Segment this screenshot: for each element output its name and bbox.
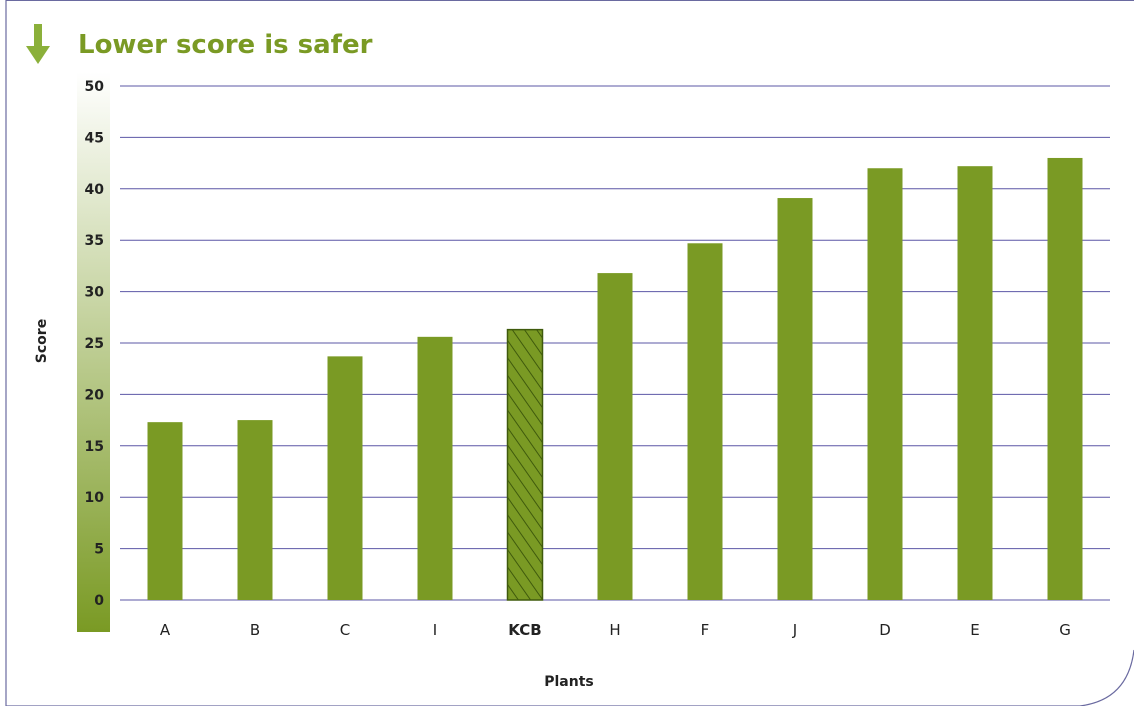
bar-kcb bbox=[506, 328, 544, 601]
bar-j bbox=[777, 198, 813, 600]
x-tick-label: B bbox=[250, 621, 260, 639]
y-tick-label: 5 bbox=[94, 542, 104, 558]
y-tick-label: 25 bbox=[85, 336, 104, 352]
y-axis-gradient-strip bbox=[77, 72, 110, 632]
bar-a bbox=[147, 422, 183, 600]
bar-h bbox=[597, 273, 633, 600]
y-tick-label: 35 bbox=[85, 233, 104, 249]
x-tick-label: A bbox=[160, 621, 171, 639]
bar-i bbox=[417, 336, 453, 600]
x-tick-label: G bbox=[1059, 621, 1071, 639]
bar-c bbox=[327, 356, 363, 600]
y-tick-label: 45 bbox=[85, 130, 104, 146]
y-tick-label: 15 bbox=[85, 439, 104, 455]
y-tick-labels: 0 5 10 15 20 25 30 35 40 45 50 bbox=[85, 79, 105, 609]
x-tick-label: I bbox=[433, 621, 437, 639]
chart-title: Lower score is safer bbox=[78, 30, 373, 60]
x-tick-label: KCB bbox=[508, 621, 541, 639]
bars bbox=[147, 157, 1083, 601]
bar-d bbox=[867, 168, 903, 601]
bar-g bbox=[1047, 157, 1083, 600]
x-tick-label: D bbox=[879, 621, 891, 639]
x-tick-label: E bbox=[970, 621, 979, 639]
x-tick-labels: A B C I KCB H F J D E G bbox=[160, 621, 1071, 639]
x-tick-label: C bbox=[340, 621, 350, 639]
down-arrow-icon bbox=[26, 24, 50, 64]
y-tick-label: 50 bbox=[85, 79, 105, 95]
y-tick-label: 20 bbox=[85, 387, 105, 403]
y-tick-label: 0 bbox=[94, 593, 104, 609]
x-axis-label: Plants bbox=[544, 674, 594, 690]
y-tick-label: 10 bbox=[85, 490, 105, 506]
bar-e bbox=[957, 166, 993, 600]
bar-f bbox=[687, 243, 723, 600]
bar-b bbox=[237, 420, 273, 600]
y-axis-label: Score bbox=[34, 319, 50, 363]
y-tick-label: 40 bbox=[85, 182, 105, 198]
x-tick-label: H bbox=[609, 621, 620, 639]
y-tick-label: 30 bbox=[85, 285, 105, 301]
x-tick-label: F bbox=[701, 621, 710, 639]
x-tick-label: J bbox=[792, 621, 797, 639]
